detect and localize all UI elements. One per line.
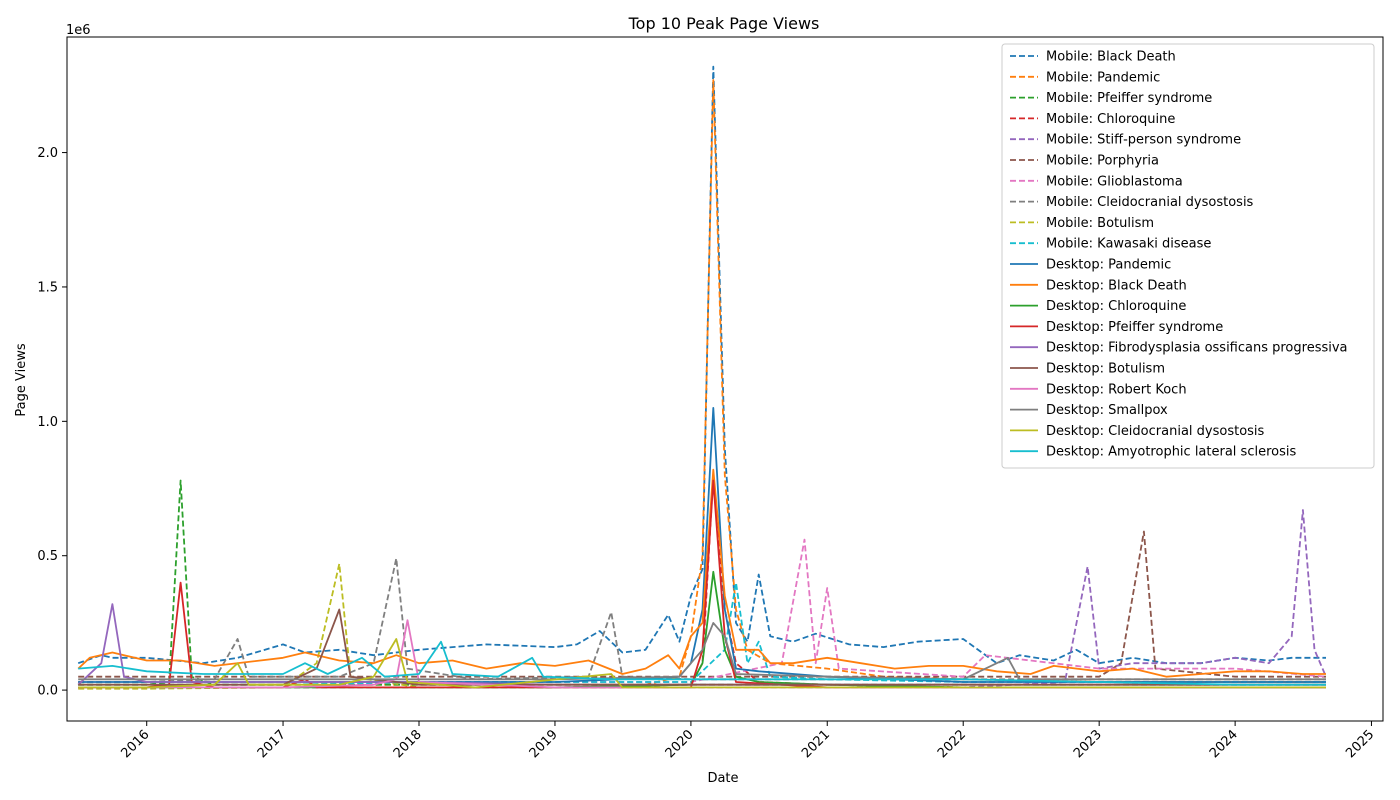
- y-tick-label: 2.0: [37, 146, 58, 161]
- x-tick-label: 2017: [255, 727, 289, 761]
- legend-entry: Mobile: Kawasaki disease: [1046, 237, 1211, 252]
- series-layer: [77, 65, 1327, 690]
- legend-entry: Desktop: Amyotrophic lateral sclerosis: [1046, 445, 1296, 460]
- legend-entry: Desktop: Black Death: [1046, 278, 1187, 293]
- plot-frame: [66, 36, 1384, 722]
- x-tick-label: 2021: [799, 727, 833, 761]
- x-tick-label: 2024: [1207, 727, 1241, 761]
- y-tick-label: 0.0: [37, 684, 58, 699]
- legend-entry: Mobile: Chloroquine: [1046, 112, 1175, 127]
- legend-entry: Desktop: Smallpox: [1046, 403, 1168, 418]
- series-line-mobile-porphyria: [78, 530, 1326, 678]
- legend-entry: Desktop: Fibrodysplasia ossificans progr…: [1046, 341, 1348, 356]
- legend-entry: Desktop: Pfeiffer syndrome: [1046, 320, 1223, 335]
- x-tick-label: 2025: [1343, 727, 1377, 761]
- x-tick-label: 2018: [391, 727, 425, 761]
- series-line-desktop-black-death: [77, 468, 1326, 678]
- x-tick-label: 2020: [663, 727, 697, 761]
- x-axis-label: Date: [707, 771, 738, 786]
- x-tick-label: 2023: [1071, 727, 1105, 761]
- legend-entry: Mobile: Pfeiffer syndrome: [1046, 91, 1212, 106]
- legend-entry: Desktop: Robert Koch: [1046, 382, 1187, 397]
- x-tick-label: 2016: [119, 727, 153, 761]
- legend-entry: Mobile: Black Death: [1046, 50, 1176, 65]
- y-tick-label: 0.5: [37, 549, 58, 564]
- y-tick-label: 1.5: [37, 280, 58, 295]
- series-line-desktop-amyotrophic-lateral-sclerosis: [78, 640, 1326, 686]
- series-line-desktop-cleidocranial-dysostosis: [78, 638, 1326, 689]
- legend-entry: Mobile: Botulism: [1046, 216, 1154, 231]
- legend-entry: Mobile: Pandemic: [1046, 70, 1160, 85]
- series-line-mobile-kawasaki-disease: [78, 581, 1326, 686]
- y-tick-label: 1.0: [37, 415, 58, 430]
- legend-entry: Desktop: Botulism: [1046, 362, 1165, 377]
- chart-title: Top 10 Peak Page Views: [628, 14, 820, 33]
- legend-entry: Desktop: Cleidocranial dysostosis: [1046, 424, 1265, 439]
- legend-box: [1001, 43, 1375, 469]
- series-line-mobile-chloroquine: [78, 474, 1326, 689]
- legend-entry: Mobile: Glioblastoma: [1046, 174, 1183, 189]
- x-tick-label: 2022: [935, 727, 969, 761]
- legend-entry: Desktop: Pandemic: [1046, 258, 1171, 273]
- y-offset-label: 1e6: [66, 23, 91, 38]
- legend-entry: Mobile: Cleidocranial dysostosis: [1046, 195, 1254, 210]
- x-tick-label: 2019: [527, 727, 561, 761]
- legend-entry: Mobile: Stiff-person syndrome: [1046, 133, 1241, 148]
- series-line-desktop-smallpox: [78, 622, 1326, 681]
- legend: Mobile: Black Death Mobile: Pandemic Mobil…: [1001, 43, 1375, 469]
- legend-entry: Desktop: Chloroquine: [1046, 299, 1186, 314]
- legend-entry: Mobile: Porphyria: [1046, 154, 1159, 169]
- y-axis-label: Page Views: [14, 343, 29, 416]
